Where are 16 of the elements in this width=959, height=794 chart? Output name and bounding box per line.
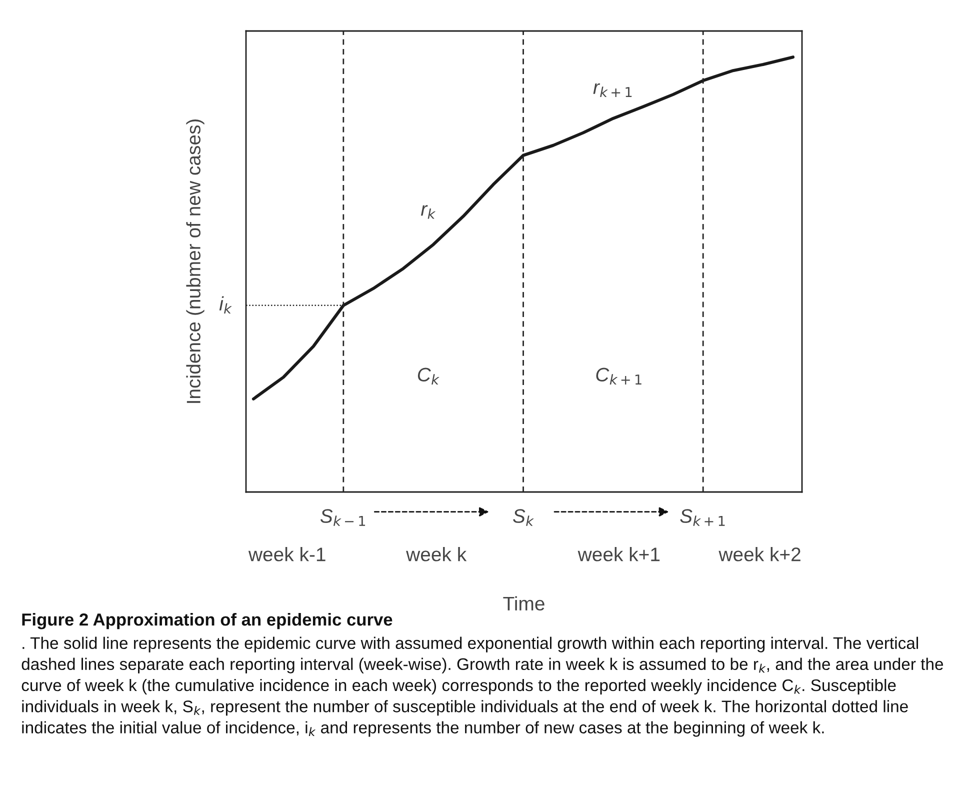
caption: Figure 2 Approximation of an epidemic curve xyxy=(22,612,392,630)
annotation: r$_{k}$ xyxy=(420,205,436,219)
text: week k-1 xyxy=(248,547,326,562)
x-tick-label: S$_{k−1}$ xyxy=(320,509,366,526)
text: week k+2 xyxy=(718,547,800,562)
x-axis-title: Time xyxy=(503,596,544,611)
text: week k+1 xyxy=(578,547,660,562)
annotation: C$_{k}$ xyxy=(418,368,440,384)
annotation: r$_{k+1}$ xyxy=(593,83,632,98)
ref-line-label: i$_{k}$ xyxy=(219,296,232,314)
x-tick-label: S$_{k+1}$ xyxy=(680,509,725,526)
y-axis-title: Incidence (nubmer of new cases) xyxy=(186,119,204,403)
text: . The solid line represents the epidemic curve with assumed exponential growth within each reporting interval. The vertical dashed lines separate each reporting interval (week-wise). Growth rate in week k is assumed to be r$_{k}$, and the area under the curve of week k (the cumulative incidence in each week) corresponds to the reported weekly incidence C$_{k}$. Susceptible individuals in week k, S$_{k}$, represent the number of susceptible individuals at the end of week k. The horizontal dotted line indicates the initial value of incidence, i$_{k}$ and represents the number of new cases at the beginning of week k. xyxy=(22,636,944,737)
text: week k xyxy=(406,547,467,562)
x-tick-label: S$_{k}$ xyxy=(513,509,534,526)
annotation: C$_{k+1}$ xyxy=(596,368,642,384)
